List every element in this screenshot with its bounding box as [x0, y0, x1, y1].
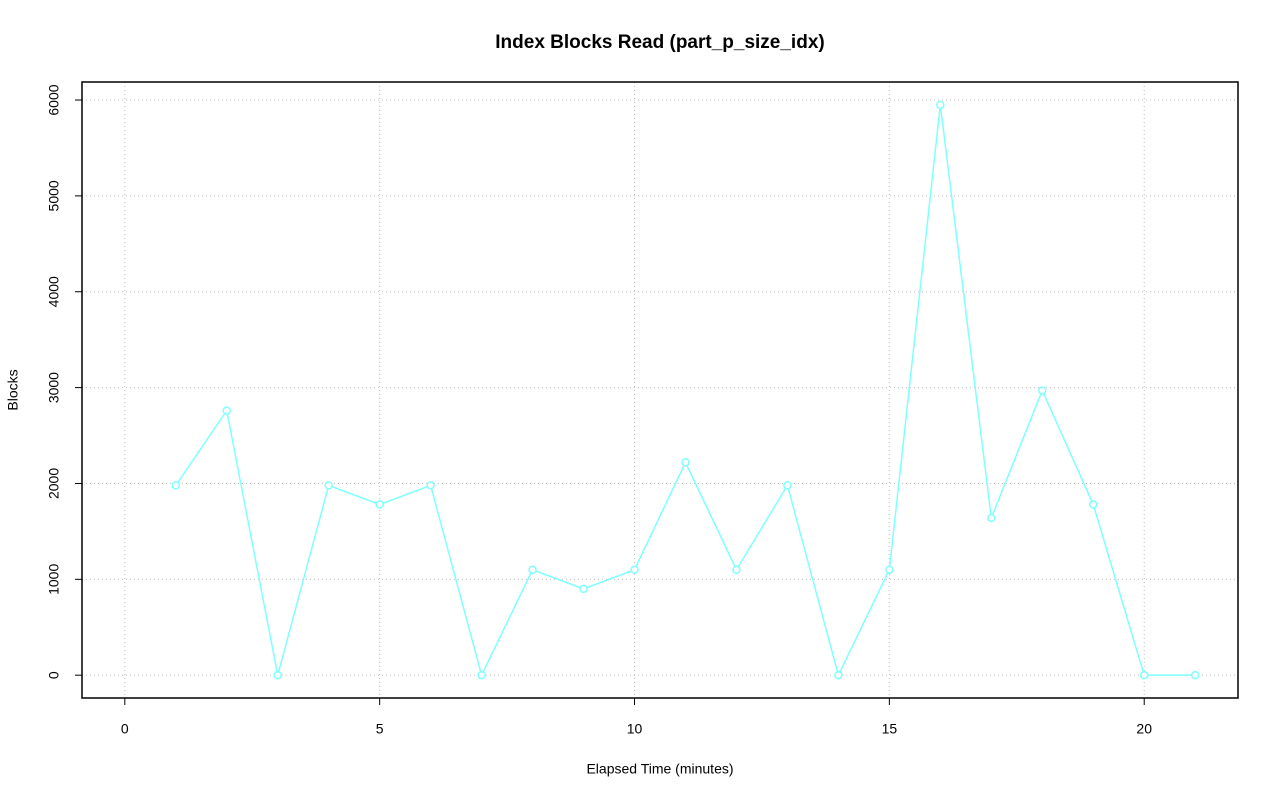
- data-point: [1190, 670, 1200, 680]
- x-tick-label: 5: [376, 721, 384, 737]
- y-tick-label: 0: [46, 671, 62, 679]
- data-point: [936, 100, 945, 110]
- y-tick-label: 4000: [46, 276, 62, 307]
- y-tick-label: 6000: [46, 84, 62, 115]
- data-point: [477, 670, 486, 680]
- data-point: [885, 565, 894, 574]
- y-tick-label: 2000: [46, 468, 62, 499]
- chart-title: Index Blocks Read (part_p_size_idx): [495, 32, 824, 53]
- data-point: [732, 565, 741, 574]
- data-point: [1038, 386, 1047, 395]
- data-point: [222, 406, 232, 415]
- x-tick-label: 20: [1136, 721, 1152, 737]
- y-tick-label: 3000: [46, 372, 62, 403]
- data-point: [273, 670, 282, 680]
- y-axis-label: Blocks: [5, 369, 21, 410]
- data-point: [324, 481, 333, 490]
- data-point: [1088, 500, 1098, 509]
- y-tick-label: 5000: [46, 180, 62, 211]
- data-point: [375, 500, 384, 509]
- plot-frame: [81, 81, 1239, 699]
- x-tick-label: 15: [882, 721, 898, 737]
- x-tick-label: 10: [627, 721, 643, 737]
- y-tick-label: 1000: [46, 564, 62, 595]
- data-point: [681, 458, 690, 467]
- data-point: [528, 565, 537, 574]
- data-point: [783, 481, 792, 490]
- data-point: [1139, 670, 1149, 680]
- data-point: [630, 565, 639, 574]
- data-point: [171, 481, 181, 490]
- data-point: [834, 670, 843, 680]
- data-point: [426, 481, 435, 490]
- data-point: [987, 513, 996, 523]
- x-tick-label: 0: [121, 721, 129, 737]
- data-point: [579, 584, 588, 594]
- x-axis-label: Elapsed Time (minutes): [586, 761, 733, 777]
